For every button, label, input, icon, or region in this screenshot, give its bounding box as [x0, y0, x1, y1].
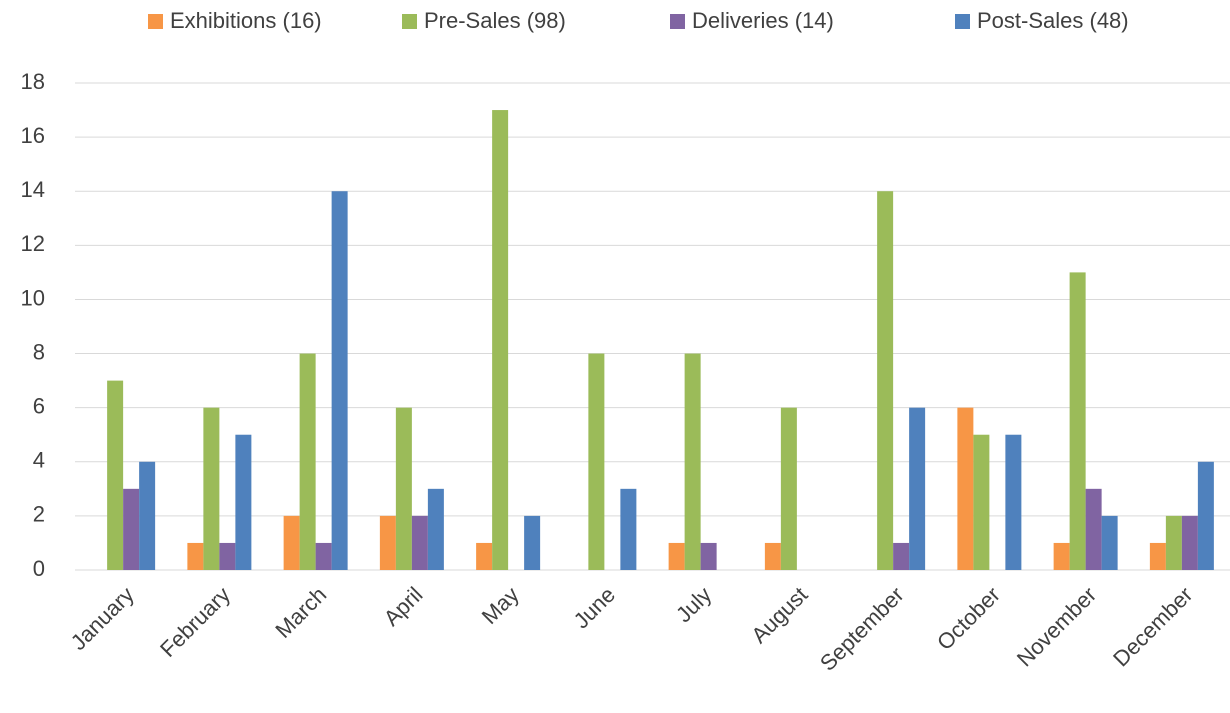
bar	[764, 542, 781, 570]
bar	[187, 542, 204, 570]
x-tick-label: June	[569, 582, 620, 633]
bar	[524, 515, 541, 570]
bar	[957, 407, 974, 570]
x-tick-label: March	[270, 582, 331, 643]
bar	[492, 110, 509, 571]
bar	[1069, 272, 1086, 570]
bar	[700, 542, 717, 570]
y-tick-label: 8	[33, 339, 45, 364]
bar	[588, 353, 605, 570]
bar	[235, 434, 252, 570]
bar	[684, 353, 701, 570]
bar	[877, 191, 894, 570]
bar	[139, 461, 156, 570]
bar	[379, 515, 396, 570]
bar	[1181, 515, 1198, 570]
y-tick-label: 10	[21, 285, 45, 310]
x-tick-label: April	[379, 582, 428, 631]
bar	[1149, 542, 1166, 570]
legend-swatch	[148, 14, 163, 29]
bar	[123, 488, 140, 570]
x-tick-label: September	[815, 582, 909, 676]
bar	[203, 407, 220, 570]
y-tick-label: 12	[21, 231, 45, 256]
y-tick-label: 16	[21, 123, 45, 148]
bar	[973, 434, 990, 570]
bar	[299, 353, 316, 570]
x-tick-label: May	[477, 582, 524, 629]
legend-label: Deliveries (14)	[692, 8, 834, 33]
x-tick-label: February	[155, 582, 235, 662]
y-tick-label: 6	[33, 393, 45, 418]
y-tick-label: 14	[21, 177, 45, 202]
bar	[1165, 515, 1182, 570]
legend-label: Exhibitions (16)	[170, 8, 322, 33]
y-tick-label: 4	[33, 448, 45, 473]
x-tick-label: July	[671, 582, 716, 627]
y-tick-label: 0	[33, 556, 45, 581]
bar	[427, 488, 444, 570]
x-tick-label: December	[1108, 582, 1197, 671]
legend-swatch	[402, 14, 417, 29]
bar	[1101, 515, 1118, 570]
bar	[1053, 542, 1070, 570]
bar	[1005, 434, 1022, 570]
bar	[1197, 461, 1214, 570]
bar	[893, 542, 910, 570]
y-tick-label: 18	[21, 69, 45, 94]
bar	[107, 380, 124, 570]
legend-swatch	[955, 14, 970, 29]
bar	[620, 488, 637, 570]
legend-label: Pre-Sales (98)	[424, 8, 566, 33]
y-tick-label: 2	[33, 502, 45, 527]
x-tick-label: August	[746, 582, 812, 648]
bar	[476, 542, 493, 570]
bar	[283, 515, 300, 570]
bar	[331, 191, 348, 570]
x-tick-label: October	[932, 582, 1005, 655]
bar	[315, 542, 332, 570]
x-tick-label: January	[66, 582, 139, 655]
legend-label: Post-Sales (48)	[977, 8, 1129, 33]
bar	[1085, 488, 1102, 570]
bar	[411, 515, 428, 570]
legend-swatch	[670, 14, 685, 29]
x-tick-label: November	[1012, 582, 1101, 671]
bar	[395, 407, 412, 570]
bar	[668, 542, 685, 570]
bar	[909, 407, 926, 570]
bar	[219, 542, 236, 570]
bar	[780, 407, 797, 570]
